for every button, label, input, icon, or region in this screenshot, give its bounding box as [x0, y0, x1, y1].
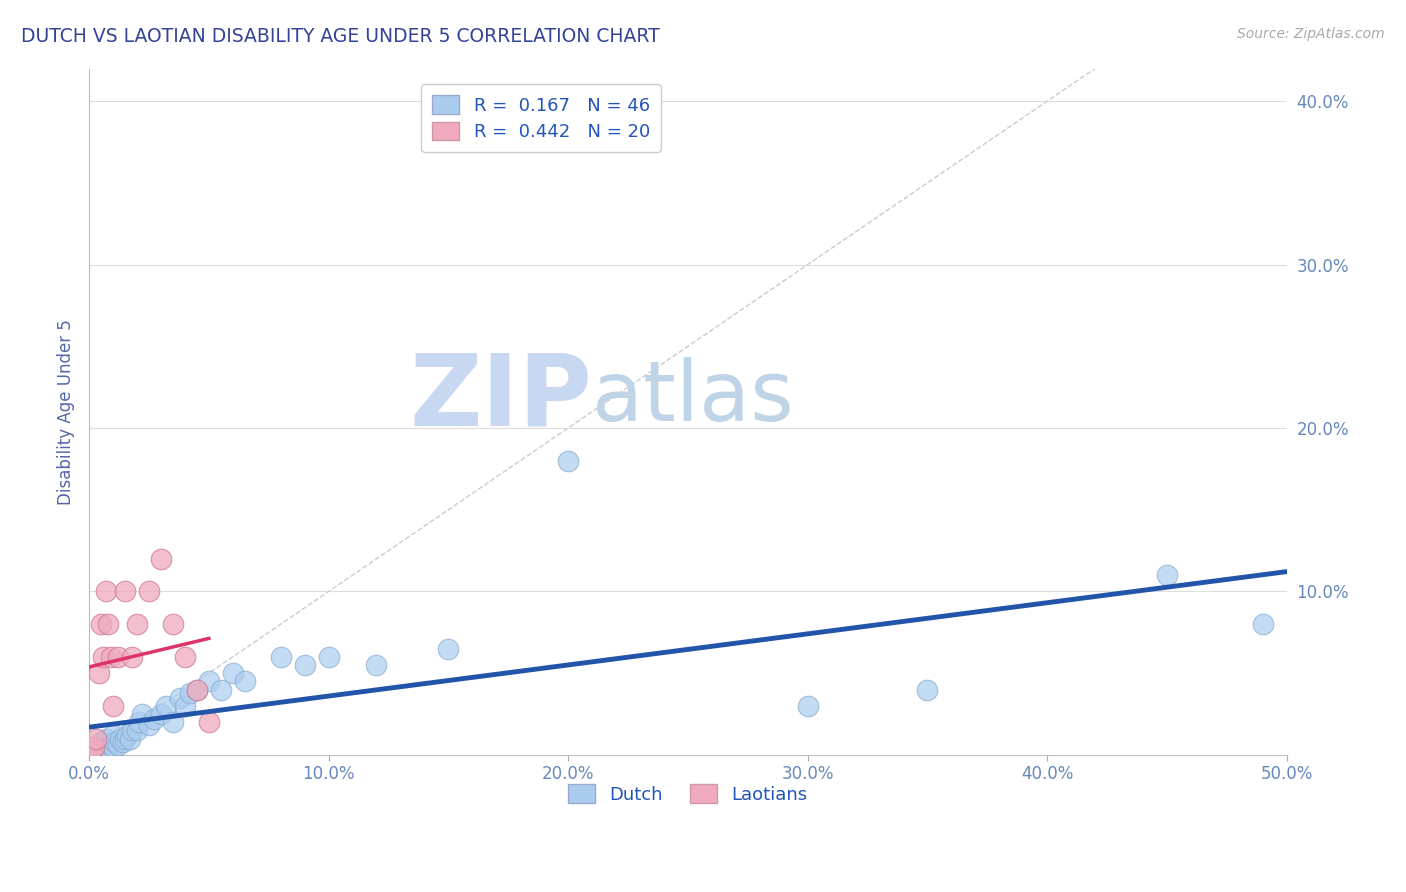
Point — [80, 745, 103, 759]
Point — [114, 584, 136, 599]
Point — [149, 707, 172, 722]
Point — [121, 649, 143, 664]
Point — [186, 682, 208, 697]
Point — [104, 735, 127, 749]
Point — [142, 712, 165, 726]
Point — [121, 723, 143, 738]
Point — [198, 715, 221, 730]
Point — [90, 735, 112, 749]
Text: DUTCH VS LAOTIAN DISABILITY AGE UNDER 5 CORRELATION CHART: DUTCH VS LAOTIAN DISABILITY AGE UNDER 5 … — [21, 27, 659, 45]
Point — [94, 584, 117, 599]
Point — [101, 698, 124, 713]
Point — [138, 718, 160, 732]
Point — [437, 641, 460, 656]
Point — [100, 649, 122, 664]
Point — [179, 686, 201, 700]
Point — [94, 731, 117, 746]
Point — [93, 743, 115, 757]
Point — [100, 738, 122, 752]
Legend: Dutch, Laotians: Dutch, Laotians — [557, 773, 818, 814]
Point — [917, 682, 939, 697]
Point — [83, 739, 105, 754]
Text: Source: ZipAtlas.com: Source: ZipAtlas.com — [1237, 27, 1385, 41]
Point — [101, 739, 124, 754]
Point — [117, 728, 139, 742]
Point — [128, 715, 150, 730]
Point — [108, 731, 131, 746]
Point — [162, 617, 184, 632]
Point — [114, 731, 136, 746]
Point — [155, 698, 177, 713]
Point — [209, 682, 232, 697]
Point — [118, 731, 141, 746]
Point — [796, 698, 818, 713]
Point — [366, 658, 388, 673]
Point — [84, 743, 107, 757]
Point — [173, 698, 195, 713]
Point — [198, 674, 221, 689]
Point — [173, 649, 195, 664]
Point — [138, 584, 160, 599]
Point — [149, 551, 172, 566]
Text: ZIP: ZIP — [409, 350, 592, 447]
Point — [125, 617, 148, 632]
Point — [162, 715, 184, 730]
Point — [111, 735, 134, 749]
Point — [557, 454, 579, 468]
Point — [101, 728, 124, 742]
Text: atlas: atlas — [592, 358, 794, 439]
Point — [1251, 617, 1274, 632]
Point — [233, 674, 256, 689]
Point — [90, 617, 112, 632]
Point — [94, 739, 117, 754]
Point — [84, 731, 107, 746]
Point — [97, 617, 120, 632]
Point — [169, 690, 191, 705]
Point — [87, 666, 110, 681]
Point — [83, 745, 105, 759]
Point — [318, 649, 340, 664]
Point — [131, 707, 153, 722]
Point — [90, 741, 112, 756]
Point — [107, 649, 129, 664]
Point — [222, 666, 245, 681]
Point — [186, 682, 208, 697]
Point — [1156, 568, 1178, 582]
Point — [107, 738, 129, 752]
Point — [97, 741, 120, 756]
Point — [294, 658, 316, 673]
Point — [87, 745, 110, 759]
Point — [270, 649, 292, 664]
Y-axis label: Disability Age Under 5: Disability Age Under 5 — [58, 318, 75, 505]
Point — [125, 723, 148, 738]
Point — [93, 649, 115, 664]
